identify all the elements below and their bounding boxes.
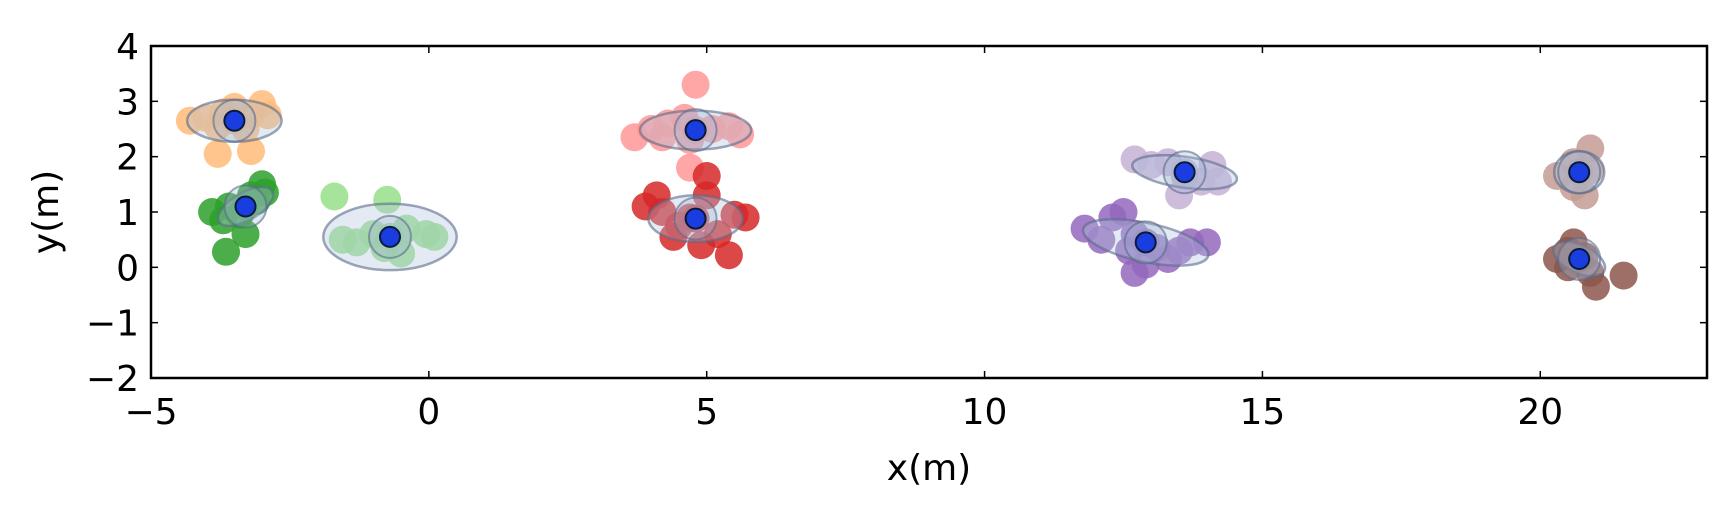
cluster-2 [320,182,458,272]
cluster-3-point-4 [681,70,710,99]
cluster-3-center-marker [684,119,707,142]
x-tick-label: 5 [695,392,718,433]
cluster-5 [1120,145,1239,210]
cluster-7-point-2 [1576,134,1605,163]
cluster-8 [1543,228,1638,301]
cluster-8-center-marker [1568,248,1591,270]
x-axis-label: x(m) [887,448,971,489]
cluster-0-point-9 [203,139,232,168]
cluster-7-center-marker [1568,161,1591,184]
cluster-1-point-9 [212,237,240,266]
x-tick-label: 15 [1240,392,1286,433]
y-tick-label: 3 [116,82,139,123]
x-tick-label: 10 [962,392,1008,433]
cluster-0-point-10 [237,137,265,166]
cluster-2-point-6 [373,185,402,214]
cluster-3 [620,70,755,182]
cluster-8-point-5 [1581,272,1610,301]
cluster-0 [175,90,283,168]
y-tick-label: 0 [116,248,139,289]
cluster-1 [198,170,279,266]
cluster-5-center-marker [1173,161,1196,184]
cluster-8-point-6 [1609,261,1638,290]
y-axis-label: y(m) [26,170,67,254]
cluster-3-point-7 [726,120,755,149]
x-tick-label: −5 [124,392,177,433]
cluster-6-center-marker [1134,231,1157,254]
cluster-6-point-12 [1120,258,1149,287]
y-tick-label: 2 [116,138,139,179]
cluster-1-point-7 [209,206,238,235]
cluster-6 [1070,198,1221,287]
x-tick-label: 0 [417,392,440,433]
cluster-1-center-marker [234,195,257,218]
cluster-2-point-0 [320,182,349,211]
y-tick-label: −2 [86,359,139,400]
cluster-4-center-marker [684,207,707,230]
cluster-7 [1543,134,1606,210]
y-tick-label: −1 [86,304,139,345]
ticks-layer: −5 0 5 10 15 20 −2 −1 0 1 2 3 4 [86,27,1707,433]
cluster-4-point-12 [687,231,716,260]
y-tick-label: 1 [116,193,139,234]
x-tick-label: 20 [1517,392,1563,433]
clusters-layer [175,70,1638,301]
cluster-2-point-9 [420,222,449,251]
cluster-4 [631,162,760,270]
cluster-6-point-1 [1087,225,1116,254]
cluster-0-center-marker [223,109,246,132]
cluster-4-point-11 [714,241,743,270]
cluster-4-point-7 [692,162,721,190]
cluster-2-center-marker [379,225,401,248]
cluster-6-point-11 [1192,228,1221,257]
cluster-4-point-4 [659,222,688,251]
y-tick-label: 4 [116,27,139,68]
